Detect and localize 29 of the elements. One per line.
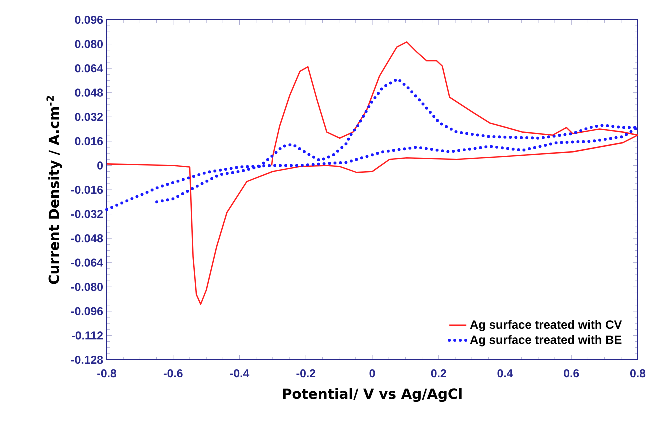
x-tick-label: 0.6: [564, 369, 580, 378]
x-tick-label: -0.4: [230, 369, 250, 378]
y-tick-label: 0.064: [75, 64, 104, 73]
y-tick-label: 0.032: [75, 113, 104, 122]
x-tick-label: 0.2: [431, 369, 446, 378]
y-tick-label: -0.032: [71, 210, 104, 218]
y-tick-label: -0.016: [71, 186, 104, 194]
x-tick-label: 0.8: [630, 369, 646, 378]
y-tick-label: 0: [98, 162, 104, 170]
y-tick-label: -0.128: [71, 356, 104, 364]
x-tick-label: -0.8: [98, 369, 117, 378]
legend-label: Ag surface treated with BE: [470, 335, 622, 347]
y-tick-label: 0.048: [75, 88, 104, 97]
x-tick-label: -0.6: [164, 369, 183, 378]
x-tick-label: 0: [370, 369, 376, 378]
x-tick-label: 0.4: [498, 369, 514, 378]
y-tick-label: -0.112: [72, 332, 104, 340]
x-tick-label: -0.2: [296, 369, 316, 378]
y-tick-label: 0.080: [75, 40, 104, 48]
y-tick-label: -0.096: [71, 307, 104, 316]
y-tick-label: -0.048: [71, 234, 104, 243]
legend-label: Ag surface treated with CV: [470, 320, 622, 332]
line-series: [106, 78, 640, 212]
y-axis-title: Current Density / A.cm$^{-2}$: [46, 96, 62, 284]
y-tick-label: -0.080: [71, 283, 104, 292]
y-tick-label: 0.096: [75, 16, 104, 24]
x-axis-title: Potential/ V vs Ag/AgCl: [283, 388, 462, 402]
y-tick-label: 0.016: [75, 137, 104, 146]
y-tick-label: -0.064: [71, 258, 104, 267]
